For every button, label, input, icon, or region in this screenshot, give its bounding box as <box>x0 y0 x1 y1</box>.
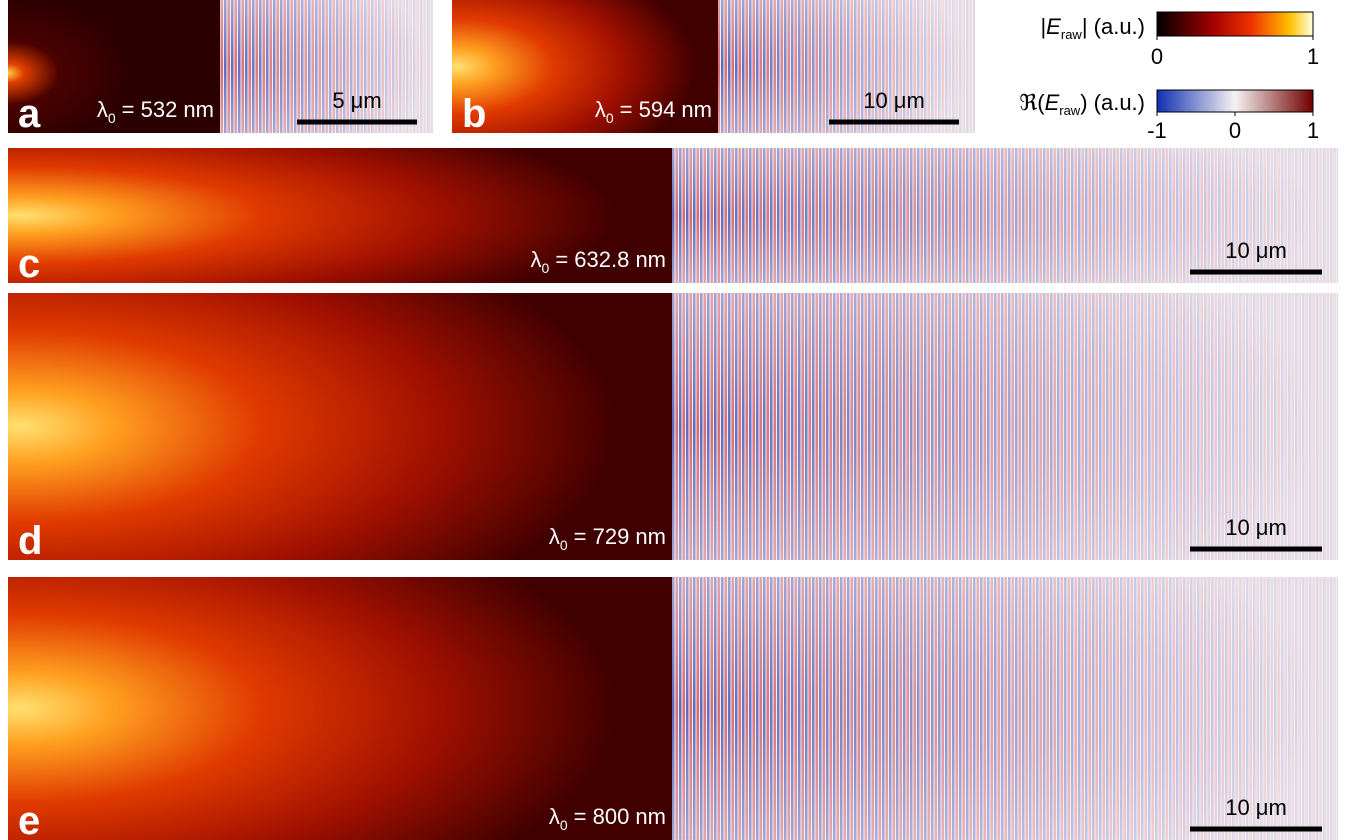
wavelength-text: = 800 nm <box>574 804 666 829</box>
label-sub: raw <box>1061 27 1083 42</box>
colorbar-tick-label: 1 <box>1307 44 1319 69</box>
colorbar <box>1156 11 1314 37</box>
label-sub: raw <box>1059 103 1081 118</box>
panel: b λ0 = 594 nm 10 μm <box>452 0 975 136</box>
wavelength-symbol: λ <box>531 247 542 272</box>
colorbar-tick-label: 0 <box>1151 44 1163 69</box>
wavelength-label: λ0 = 532 nm <box>97 97 214 126</box>
colorbar-label: ℜ(Eraw) (a.u.) <box>1019 90 1145 118</box>
wavelength-sub: 0 <box>560 537 568 553</box>
panel-label: c <box>18 242 40 286</box>
label-post: | (a.u.) <box>1082 14 1145 39</box>
amplitude-image <box>8 148 672 283</box>
panel: c λ0 = 632.8 nm 10 μm <box>8 148 1338 286</box>
field-image <box>672 293 1338 560</box>
wavelength-symbol: λ <box>97 97 108 122</box>
wavelength-label: λ0 = 594 nm <box>595 97 712 126</box>
colorbar-label: |Eraw| (a.u.) <box>1040 14 1145 42</box>
scale-bar-label: 10 μm <box>1225 238 1287 263</box>
amplitude-image <box>8 577 672 840</box>
amplitude-image <box>8 0 220 133</box>
colorbar-tick-label: -1 <box>1147 118 1167 143</box>
panel-label: e <box>18 799 40 840</box>
wavelength-symbol: λ <box>549 804 560 829</box>
wavelength-label: λ0 = 800 nm <box>549 804 666 833</box>
scale-bar-label: 10 μm <box>863 88 925 113</box>
scale-bar-label: 10 μm <box>1225 515 1287 540</box>
wavelength-sub: 0 <box>560 817 568 833</box>
label-italic: E <box>1045 90 1060 115</box>
colorbar <box>1156 89 1314 113</box>
wavelength-symbol: λ <box>549 524 560 549</box>
wavelength-sub: 0 <box>606 110 614 126</box>
panel-label: a <box>18 92 41 136</box>
wavelength-text: = 632.8 nm <box>555 247 666 272</box>
panel-label: b <box>462 92 486 136</box>
label-post: ) (a.u.) <box>1080 90 1145 115</box>
wavelength-label: λ0 = 632.8 nm <box>531 247 666 276</box>
panel: e λ0 = 800 nm 10 μm <box>8 577 1338 840</box>
wavelength-label: λ0 = 729 nm <box>549 524 666 553</box>
amplitude-image <box>452 0 718 133</box>
colorbar-tick-label: 0 <box>1229 118 1241 143</box>
scale-bar-label: 5 μm <box>332 88 381 113</box>
label-pre: | <box>1040 14 1046 39</box>
field-image <box>672 148 1338 283</box>
scale-bar-label: 10 μm <box>1225 795 1287 820</box>
wavelength-text: = 532 nm <box>122 97 214 122</box>
field-image <box>220 0 433 133</box>
wavelength-text: = 729 nm <box>574 524 666 549</box>
wavelength-sub: 0 <box>108 110 116 126</box>
amplitude-image <box>8 293 672 560</box>
panel-label: d <box>18 519 42 563</box>
wavelength-sub: 0 <box>542 260 550 276</box>
panel: a λ0 = 532 nm 5 μm <box>8 0 433 136</box>
field-image <box>672 577 1338 840</box>
field-image <box>718 0 975 133</box>
panel: d λ0 = 729 nm 10 μm <box>8 293 1338 563</box>
colorbar-tick-label: 1 <box>1307 118 1319 143</box>
label-pre: ℜ( <box>1019 90 1045 115</box>
wavelength-symbol: λ <box>595 97 606 122</box>
wavelength-text: = 594 nm <box>620 97 712 122</box>
label-italic: E <box>1046 14 1061 39</box>
